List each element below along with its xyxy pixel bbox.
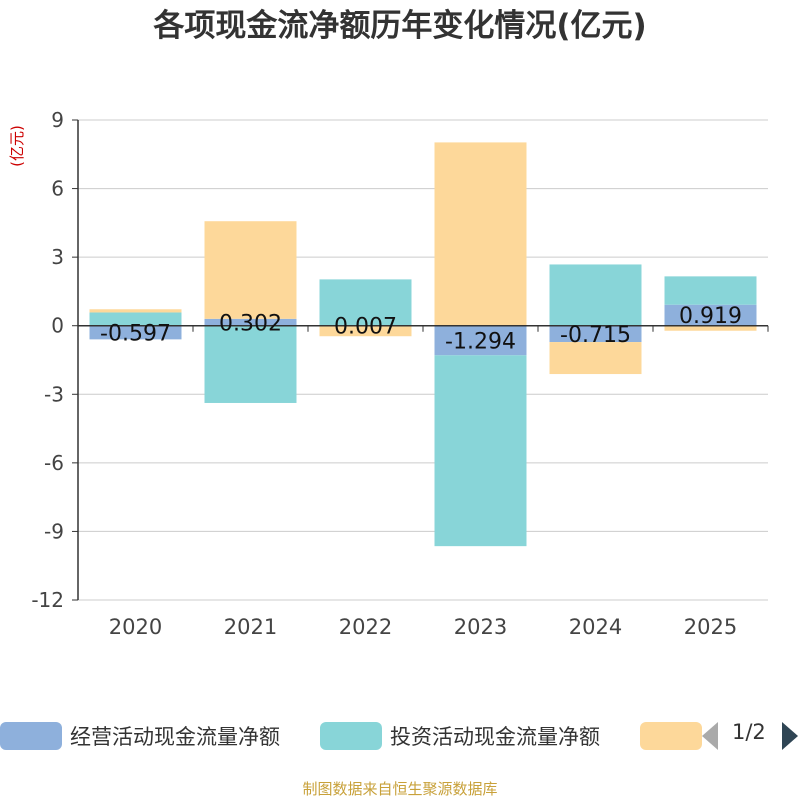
- legend-swatch-investing: [320, 722, 382, 750]
- bar-2022-series-2: [319, 325, 412, 337]
- pager-text: 1/2: [732, 720, 766, 744]
- data-label: -0.715: [560, 323, 631, 348]
- bar-2021-series-1: [204, 325, 297, 403]
- y-tick-label: -3: [44, 382, 64, 406]
- chart-area: 9 6 3 0 -3 -6 -9 -12 (亿元) 2020 2021 2022 2023 2024 202…: [8, 108, 769, 639]
- y-axis-title: (亿元): [8, 125, 26, 167]
- source-footer: 制图数据来自恒生聚源数据库: [302, 780, 498, 798]
- legend-swatch-operating: [0, 722, 62, 750]
- legend-item-investing[interactable]: 投资活动现金流量净额: [320, 718, 600, 754]
- bar-2024-series-2: [549, 342, 642, 375]
- bar-2022-series-1: [319, 279, 412, 326]
- data-label: 0.007: [334, 315, 397, 340]
- bar-2023-series-2: [434, 142, 527, 326]
- data-label: -1.294: [445, 330, 516, 355]
- legend-swatch-financing: [640, 722, 702, 750]
- bar-2024-series-0: [549, 325, 642, 343]
- x-tick-label: 2021: [224, 615, 277, 639]
- data-labels: -0.597 0.302 0.007 -1.294 -0.715 0.919: [100, 304, 742, 354]
- legend-label-investing: 投资活动现金流量净额: [390, 725, 600, 749]
- x-tick-label: 2020: [109, 615, 162, 639]
- y-tick-label: 0: [51, 314, 64, 338]
- legend-item-financing[interactable]: [640, 718, 702, 754]
- bar-2020-series-2: [89, 309, 182, 313]
- legend-label-operating: 经营活动现金流量净额: [70, 725, 280, 749]
- axes: 9 6 3 0 -3 -6 -9 -12 (亿元) 2020 2021 2022 2023 2024 202…: [8, 108, 769, 639]
- chart-title: 各项现金流净额历年变化情况(亿元): [153, 8, 647, 44]
- grid-lines: [78, 119, 768, 601]
- y-tick-label: -6: [44, 451, 64, 475]
- x-tick-label: 2023: [454, 615, 507, 639]
- y-tick-label: 3: [51, 245, 64, 269]
- bar-2024-series-1: [549, 264, 642, 326]
- data-label: 0.919: [679, 304, 742, 329]
- bar-2021-series-2: [204, 221, 297, 319]
- bar-2025-series-1: [664, 276, 757, 305]
- legend-item-operating[interactable]: 经营活动现金流量净额: [0, 718, 280, 754]
- bar-2025-series-0: [664, 304, 757, 326]
- legend: 经营活动现金流量净额 投资活动现金流量净额: [0, 716, 800, 756]
- x-tick-label: 2025: [684, 615, 737, 639]
- bar-2025-series-2: [664, 325, 757, 331]
- bar-2020-series-0: [89, 325, 182, 340]
- y-tick-label: -12: [31, 588, 64, 612]
- legend-pager: 1/2: [700, 716, 800, 756]
- bar-2023-series-0: [434, 325, 527, 356]
- x-tick-label: 2022: [339, 615, 392, 639]
- bar-2023-series-1: [434, 355, 527, 547]
- x-tick-label: 2024: [569, 615, 622, 639]
- data-label: -0.597: [100, 322, 171, 347]
- pager-prev-icon[interactable]: [702, 722, 718, 750]
- data-label: 0.302: [219, 311, 282, 336]
- bars: [89, 142, 757, 547]
- pager-next-icon[interactable]: [782, 722, 798, 750]
- bar-2021-series-0: [204, 318, 297, 326]
- bar-2020-series-1: [89, 312, 182, 326]
- y-tick-label: -9: [44, 519, 64, 543]
- y-tick-label: 6: [51, 177, 64, 201]
- y-tick-label: 9: [51, 108, 64, 132]
